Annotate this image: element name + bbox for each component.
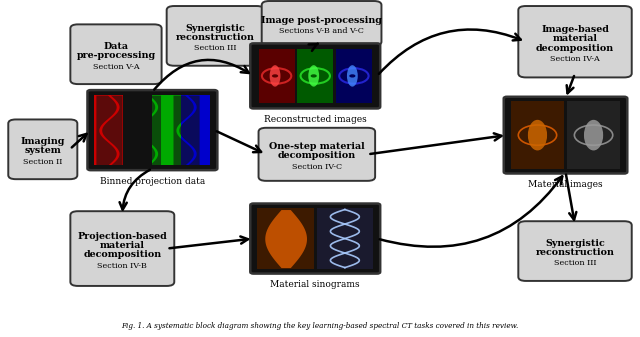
Bar — [257, 208, 314, 269]
Ellipse shape — [269, 65, 280, 87]
Bar — [95, 95, 124, 165]
Text: reconstruction: reconstruction — [176, 33, 255, 42]
Text: Image post-processing: Image post-processing — [261, 16, 382, 25]
FancyBboxPatch shape — [70, 211, 174, 286]
Text: Section IV-A: Section IV-A — [550, 55, 600, 63]
Text: Binned projection data: Binned projection data — [100, 177, 205, 186]
Text: Material sinograms: Material sinograms — [271, 280, 360, 289]
Bar — [152, 95, 181, 165]
Text: Synergistic: Synergistic — [545, 239, 605, 248]
FancyBboxPatch shape — [504, 97, 627, 174]
Text: decomposition: decomposition — [536, 43, 614, 53]
Text: Fig. 1. A systematic block diagram showing the key learning-based spectral CT ta: Fig. 1. A systematic block diagram showi… — [122, 322, 518, 330]
FancyBboxPatch shape — [166, 6, 264, 66]
FancyBboxPatch shape — [262, 1, 381, 46]
Bar — [511, 101, 564, 169]
Text: decomposition: decomposition — [278, 152, 356, 160]
Text: Synergistic: Synergistic — [186, 24, 245, 33]
Text: material: material — [100, 241, 145, 250]
Text: pre-processing: pre-processing — [76, 52, 156, 60]
FancyBboxPatch shape — [88, 90, 218, 170]
Ellipse shape — [528, 120, 547, 150]
Text: material: material — [552, 34, 598, 43]
FancyBboxPatch shape — [518, 221, 632, 281]
Text: Section II: Section II — [23, 158, 63, 166]
Ellipse shape — [584, 120, 603, 150]
Bar — [336, 49, 372, 103]
FancyBboxPatch shape — [250, 43, 380, 109]
Text: reconstruction: reconstruction — [536, 248, 614, 257]
Text: decomposition: decomposition — [83, 250, 161, 259]
Text: Reconstructed images: Reconstructed images — [264, 115, 367, 124]
Text: One-step material: One-step material — [269, 142, 365, 151]
Text: Imaging: Imaging — [20, 137, 65, 146]
Text: system: system — [24, 147, 61, 155]
Bar — [297, 49, 333, 103]
Text: Section IV-B: Section IV-B — [97, 262, 147, 270]
Text: Image-based: Image-based — [541, 25, 609, 34]
Circle shape — [349, 74, 355, 78]
Text: Material images: Material images — [528, 180, 603, 189]
Bar — [124, 95, 152, 165]
Text: Section III: Section III — [194, 44, 237, 52]
Text: Data: Data — [104, 42, 129, 51]
Circle shape — [272, 74, 278, 78]
Circle shape — [310, 74, 317, 78]
FancyBboxPatch shape — [259, 128, 375, 181]
FancyBboxPatch shape — [250, 204, 380, 274]
FancyBboxPatch shape — [518, 6, 632, 78]
Ellipse shape — [308, 65, 319, 87]
Text: Section V-A: Section V-A — [93, 63, 140, 70]
Text: Projection-based: Projection-based — [77, 232, 167, 241]
Ellipse shape — [347, 65, 358, 87]
FancyBboxPatch shape — [70, 24, 161, 84]
Bar — [181, 95, 211, 165]
Text: Section III: Section III — [554, 259, 596, 268]
Text: Section IV-C: Section IV-C — [292, 163, 342, 171]
Bar — [567, 101, 620, 169]
Bar — [317, 208, 373, 269]
FancyBboxPatch shape — [8, 119, 77, 179]
Text: Sections V-B and V-C: Sections V-B and V-C — [279, 27, 364, 35]
Bar — [259, 49, 294, 103]
